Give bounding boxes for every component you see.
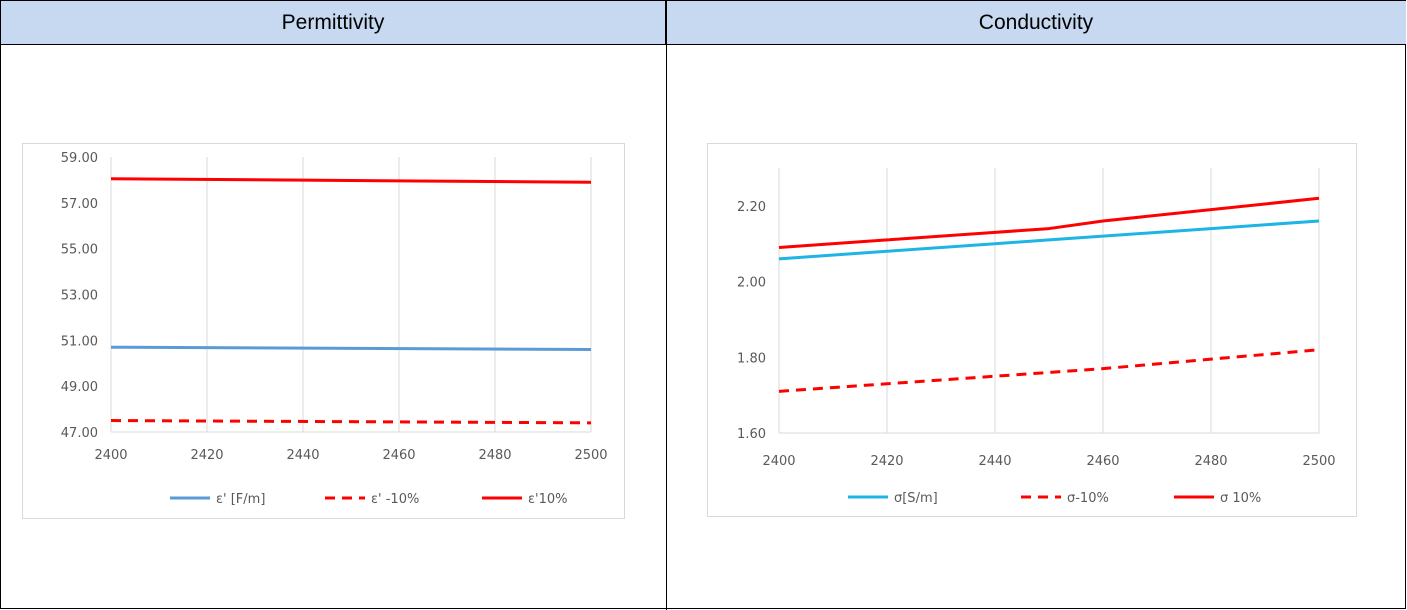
x-tick-label: 2500: [574, 448, 607, 463]
x-tick-label: 2500: [1302, 454, 1335, 469]
y-tick-label: 1.80: [737, 351, 766, 366]
x-tick-label: 2480: [478, 448, 511, 463]
header-conductivity: Conductivity: [666, 1, 1406, 45]
series-line-2: [110, 419, 592, 425]
series-line-1: [778, 219, 1320, 261]
x-tick-label: 2440: [978, 454, 1011, 469]
y-tick-label: 57.00: [61, 197, 98, 212]
series-line-3: [778, 196, 1320, 249]
legend-label-2: σ-10%: [1067, 491, 1109, 506]
permittivity-chart-area: [22, 143, 625, 519]
column-divider: [666, 1, 667, 610]
y-tick-label: 1.60: [737, 427, 766, 442]
x-tick-label: 2460: [1086, 454, 1119, 469]
legend-label-3: ε'10%: [528, 492, 568, 507]
y-tick-label: 55.00: [61, 243, 98, 258]
series-line-2: [778, 348, 1320, 393]
y-tick-label: 49.00: [61, 380, 98, 395]
x-tick-label: 2480: [1194, 454, 1227, 469]
y-tick-label: 59.00: [61, 151, 98, 166]
y-tick-label: 2.20: [737, 200, 766, 215]
y-tick-label: 2.00: [737, 276, 766, 291]
y-tick-label: 53.00: [61, 289, 98, 304]
y-tick-label: 51.00: [61, 334, 98, 349]
legend-label-1: σ[S/m]: [894, 491, 938, 506]
x-tick-label: 2440: [286, 448, 319, 463]
header-permittivity: Permittivity: [1, 1, 666, 45]
legend-label-3: σ 10%: [1220, 491, 1261, 506]
y-tick-label: 47.00: [61, 426, 98, 441]
x-tick-label: 2460: [382, 448, 415, 463]
x-tick-label: 2400: [94, 448, 127, 463]
series-line-3: [110, 177, 592, 184]
series-line-1: [110, 345, 592, 351]
x-tick-label: 2420: [190, 448, 223, 463]
legend-label-2: ε' -10%: [371, 492, 419, 507]
x-tick-label: 2400: [762, 454, 795, 469]
legend-label-1: ε' [F/m]: [216, 492, 265, 507]
x-tick-label: 2420: [870, 454, 903, 469]
